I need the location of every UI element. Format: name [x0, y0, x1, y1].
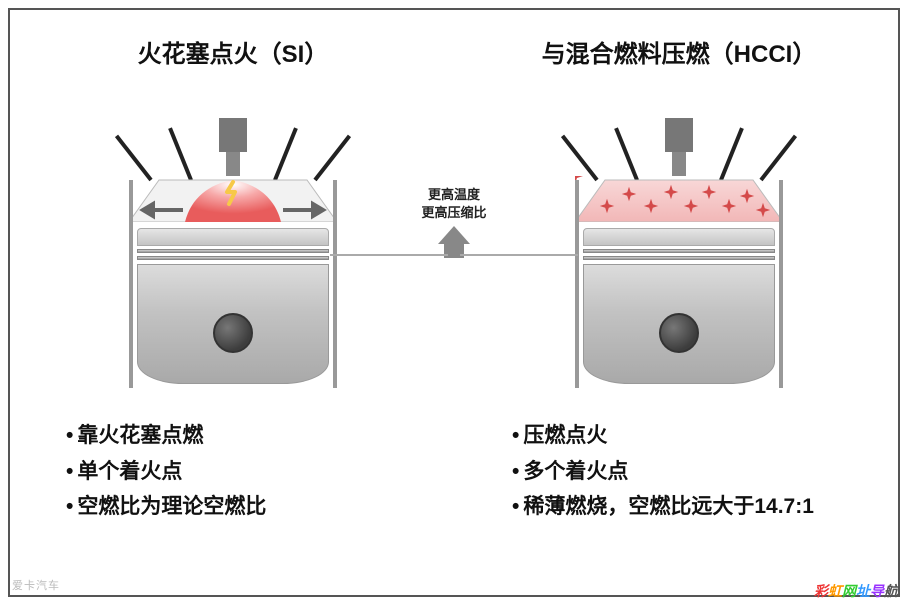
bullet-item: 稀薄燃烧，空燃比远大于14.7:1 — [512, 489, 882, 525]
valve-stem — [168, 127, 193, 180]
panel-si: 火花塞点火（SI） — [10, 10, 456, 595]
piston-body — [583, 264, 775, 384]
piston-ring — [583, 249, 775, 253]
piston-ring — [137, 249, 329, 253]
wrist-pin — [213, 313, 253, 353]
transition-label: 更高温度 更高压缩比 — [421, 186, 486, 221]
valve-stem — [273, 127, 298, 180]
bullets-si: 靠火花塞点燃 单个着火点 空燃比为理论空燃比 — [66, 418, 436, 525]
engine-hcci — [549, 118, 809, 388]
transition-line2: 更高压缩比 — [421, 204, 486, 222]
piston-crown — [583, 228, 775, 246]
bullet-item: 靠火花塞点燃 — [66, 418, 436, 454]
engine-si — [103, 118, 363, 388]
combustion-chamber-si — [129, 176, 337, 222]
bullets-hcci: 压燃点火 多个着火点 稀薄燃烧，空燃比远大于14.7:1 — [512, 418, 882, 525]
bullet-item: 压燃点火 — [512, 418, 882, 454]
title-si: 火花塞点火（SI） — [10, 34, 456, 69]
valve-stem — [719, 127, 744, 180]
piston — [137, 228, 329, 384]
piston-body — [137, 264, 329, 384]
valve-stem — [561, 135, 599, 182]
title-hcci: 与混合燃料压燃（HCCI） — [456, 34, 902, 69]
connector-line — [460, 254, 578, 256]
cylinder-wall — [779, 180, 783, 388]
wrist-pin — [659, 313, 699, 353]
sparkplug-housing — [219, 118, 247, 152]
valve-stem — [759, 135, 797, 182]
cylinder-wall — [575, 180, 579, 388]
bullet-item: 空燃比为理论空燃比 — [66, 489, 436, 525]
panel-hcci: 与混合燃料压燃（HCCI） — [456, 10, 902, 595]
piston-crown — [137, 228, 329, 246]
injector-tip — [672, 152, 686, 176]
watermark-source: 爱卡汽车 — [12, 577, 60, 593]
combustion-chamber-hcci — [575, 176, 783, 222]
piston — [583, 228, 775, 384]
bullet-item: 单个着火点 — [66, 454, 436, 490]
valve-stem — [313, 135, 351, 182]
watermark-brand: 彩虹网址导航 — [814, 581, 898, 601]
up-arrow-icon — [438, 226, 470, 244]
bullet-item: 多个着火点 — [512, 454, 882, 490]
connector-line — [330, 254, 448, 256]
sparkplug-tip — [226, 152, 240, 176]
diagram-frame: 火花塞点火（SI） — [8, 8, 900, 597]
cylinder-wall — [129, 180, 133, 388]
valve-stem — [115, 135, 153, 182]
transition-line1: 更高温度 — [421, 186, 486, 204]
piston-ring — [137, 256, 329, 260]
piston-ring — [583, 256, 775, 260]
valve-stem — [614, 127, 639, 180]
injector-housing — [665, 118, 693, 152]
cylinder-wall — [333, 180, 337, 388]
